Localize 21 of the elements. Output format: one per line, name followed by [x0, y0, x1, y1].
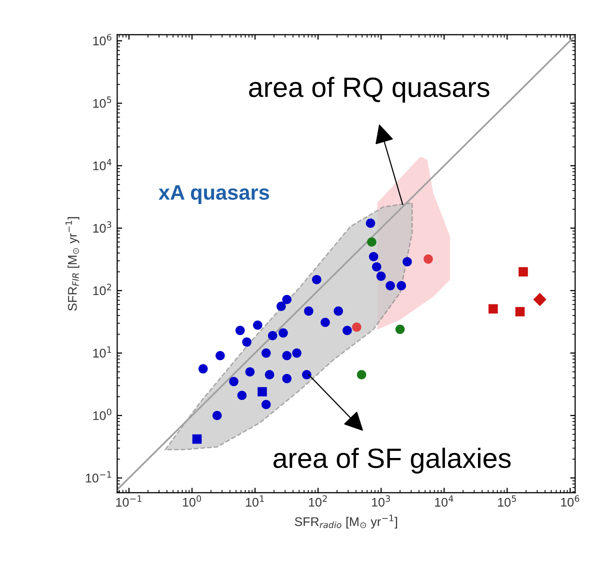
x-tick-label: 10$^{1}$	[246, 495, 264, 507]
x-tick-label: 10$^{2}$	[309, 495, 327, 507]
annotation: area of SF galaxies	[274, 448, 511, 474]
x-axis-title: SFR$_{radio}$ [M$_{⊙}$ yr$^{−1}$]	[294, 514, 398, 529]
x-tick-label: 10$^{0}$	[182, 495, 202, 507]
y-tick-label: 10$^{6}$	[93, 34, 112, 46]
y-tick-label: 10$^{0}$	[93, 408, 112, 420]
y-tick-label: 10$^{2}$	[93, 284, 112, 296]
y-axis-title: SFR$_{FIR}$ [M$_{⊙}$ yr$^{−1}$]	[66, 217, 80, 311]
y-tick-label: 10$^{3}$	[93, 221, 112, 233]
x-tick-label: 10$^{3}$	[372, 495, 390, 507]
y-tick-label: 10$^{−1}$	[86, 471, 112, 483]
annotation: area of RQ quasars	[249, 76, 490, 103]
x-tick-label: 10$^{4}$	[435, 495, 454, 507]
y-tick-label: 10$^{4}$	[93, 158, 112, 170]
x-tick-label: 10$^{6}$	[561, 495, 580, 507]
y-tick-label: 10$^{1}$	[93, 346, 112, 358]
y-tick-label: 10$^{5}$	[93, 96, 112, 108]
text: xA quasars	[158, 185, 270, 204]
x-tick-label: 10$^{5}$	[498, 495, 516, 507]
x-tick-label: 10$^{−1}$	[116, 495, 142, 507]
